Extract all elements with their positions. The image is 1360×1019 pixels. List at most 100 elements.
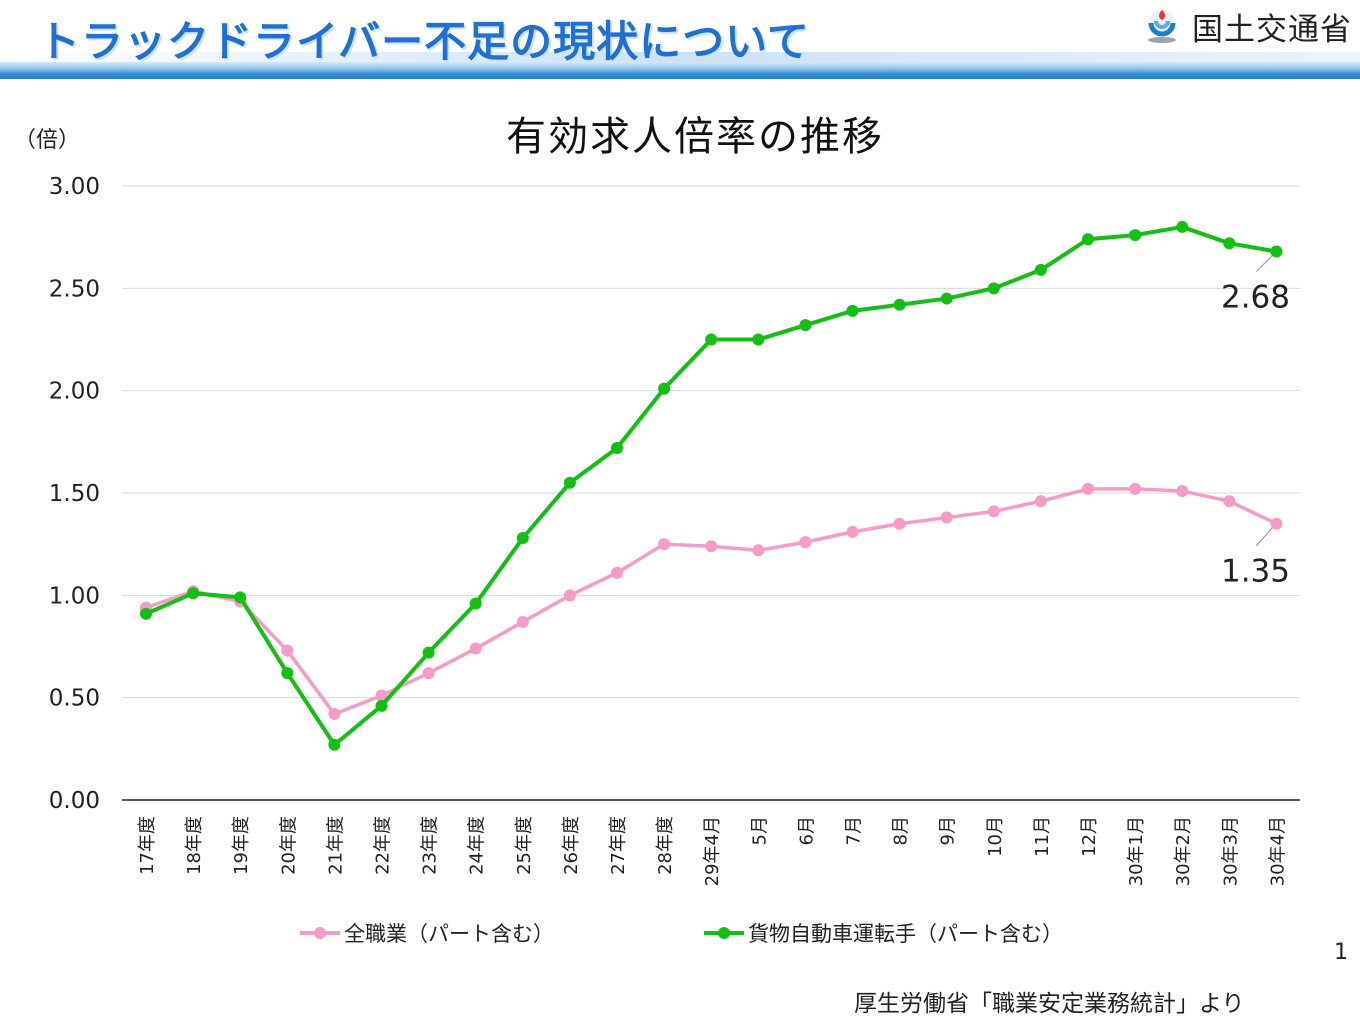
x-tick-label: 26年度 bbox=[561, 816, 582, 875]
ministry-emblem-icon bbox=[1148, 10, 1176, 43]
leader-line bbox=[1255, 255, 1273, 272]
data-point bbox=[1176, 220, 1189, 233]
leader-line bbox=[1255, 527, 1273, 547]
data-point bbox=[328, 708, 341, 721]
data-point bbox=[752, 333, 765, 346]
x-tick-label: 17年度 bbox=[137, 816, 158, 875]
data-point bbox=[1270, 517, 1283, 530]
series-line bbox=[145, 224, 1277, 747]
page-number: 1 bbox=[1334, 940, 1348, 965]
x-tick-label: 22年度 bbox=[373, 816, 394, 875]
data-point bbox=[516, 615, 529, 628]
data-point bbox=[846, 304, 859, 317]
x-tick-label: 25年度 bbox=[514, 816, 535, 875]
data-point bbox=[1129, 229, 1142, 242]
header-band-highlight bbox=[0, 52, 1360, 62]
data-point bbox=[987, 505, 1000, 518]
data-point bbox=[940, 292, 953, 305]
x-tick-label: 18年度 bbox=[184, 816, 205, 875]
x-tick-label: 27年度 bbox=[608, 816, 629, 875]
legend-label-truck-drivers: 貨物自動車運転手（パート含む） bbox=[748, 922, 1063, 946]
data-point bbox=[422, 667, 435, 680]
data-point bbox=[705, 333, 718, 346]
end-value-label-truck-drivers: 2.68 bbox=[1221, 279, 1290, 315]
chart-title: 有効求人倍率の推移 bbox=[506, 114, 884, 160]
end-value-label-all-jobs: 1.35 bbox=[1221, 554, 1290, 590]
x-tick-label: 23年度 bbox=[420, 816, 441, 875]
data-point bbox=[799, 319, 812, 332]
x-tick-label: 30年3月 bbox=[1220, 816, 1241, 886]
x-tick-label: 24年度 bbox=[467, 816, 488, 875]
x-tick-label: 6月 bbox=[796, 816, 817, 845]
y-axis-ticks: 0.00 0.50 1.00 1.50 2.00 2.50 3.00 bbox=[49, 174, 100, 814]
data-point bbox=[563, 476, 576, 489]
data-point bbox=[799, 536, 812, 549]
data-point bbox=[187, 587, 200, 600]
data-point bbox=[1223, 237, 1236, 250]
legend-item-truck-drivers: 貨物自動車運転手（パート含む） bbox=[704, 918, 1063, 948]
data-point bbox=[1223, 495, 1236, 508]
y-tick-label: 1.00 bbox=[49, 583, 100, 609]
x-tick-label: 28年度 bbox=[655, 816, 676, 875]
data-point bbox=[469, 597, 482, 610]
y-tick-label: 0.00 bbox=[49, 788, 100, 814]
data-point bbox=[846, 525, 859, 538]
x-tick-label: 5月 bbox=[749, 816, 770, 845]
ministry-logo-block: 国土交通省 bbox=[1142, 4, 1352, 48]
x-tick-label: 19年度 bbox=[231, 816, 252, 875]
data-point bbox=[563, 589, 576, 602]
chart-gridlines bbox=[122, 185, 1300, 801]
data-point bbox=[1034, 495, 1047, 508]
data-point bbox=[1176, 484, 1189, 497]
data-point bbox=[893, 298, 906, 311]
data-point bbox=[281, 667, 294, 680]
data-point bbox=[469, 642, 482, 655]
series-all-jobs bbox=[140, 482, 1283, 721]
data-point bbox=[516, 532, 529, 545]
data-point bbox=[611, 566, 623, 579]
data-point bbox=[893, 517, 906, 530]
x-tick-label: 8月 bbox=[891, 816, 912, 845]
x-tick-label: 20年度 bbox=[278, 816, 299, 875]
data-point bbox=[940, 511, 953, 524]
x-tick-label: 30年4月 bbox=[1267, 816, 1288, 886]
data-point bbox=[658, 382, 671, 395]
y-tick-label: 2.00 bbox=[49, 379, 100, 405]
x-axis-ticks: 17年度 18年度 19年度 20年度 21年度 22年度 23年度 24年度 25年度 26年度… bbox=[137, 816, 1288, 886]
x-tick-label: 30年2月 bbox=[1173, 816, 1194, 886]
data-point bbox=[1082, 482, 1094, 495]
data-point bbox=[281, 644, 294, 657]
data-point bbox=[705, 540, 718, 553]
data-point bbox=[1270, 245, 1283, 258]
series-truck-drivers bbox=[140, 220, 1283, 751]
x-tick-label: 9月 bbox=[938, 816, 959, 845]
header-band bbox=[0, 62, 1360, 79]
chart-series bbox=[140, 220, 1283, 751]
data-point bbox=[375, 689, 388, 702]
legend-marker-truck-drivers bbox=[704, 927, 744, 939]
data-point bbox=[611, 441, 623, 454]
x-tick-label: 10月 bbox=[985, 816, 1006, 857]
x-tick-label: 7月 bbox=[844, 816, 865, 845]
y-tick-label: 3.00 bbox=[49, 174, 100, 200]
x-tick-label: 29年4月 bbox=[702, 816, 723, 886]
data-point bbox=[658, 538, 671, 551]
series-line bbox=[145, 487, 1278, 716]
data-point bbox=[1034, 263, 1047, 276]
source-note: 厚生労働省「職業安定業務統計」より bbox=[854, 991, 1245, 1017]
data-point bbox=[422, 646, 435, 659]
data-point bbox=[1129, 482, 1142, 495]
data-point bbox=[987, 282, 1000, 295]
y-tick-label: 1.50 bbox=[49, 481, 100, 507]
data-point bbox=[234, 591, 247, 604]
legend-label-all-jobs: 全職業（パート含む） bbox=[344, 922, 554, 946]
data-point bbox=[328, 738, 341, 751]
legend-marker-all-jobs bbox=[300, 927, 340, 939]
ministry-name: 国土交通省 bbox=[1192, 11, 1352, 48]
x-tick-label: 12月 bbox=[1079, 816, 1100, 857]
x-tick-label: 30年1月 bbox=[1126, 816, 1147, 886]
data-point bbox=[1082, 233, 1094, 246]
slide-title: トラックドライバー不足の現状について bbox=[38, 17, 810, 66]
data-point bbox=[140, 607, 152, 620]
